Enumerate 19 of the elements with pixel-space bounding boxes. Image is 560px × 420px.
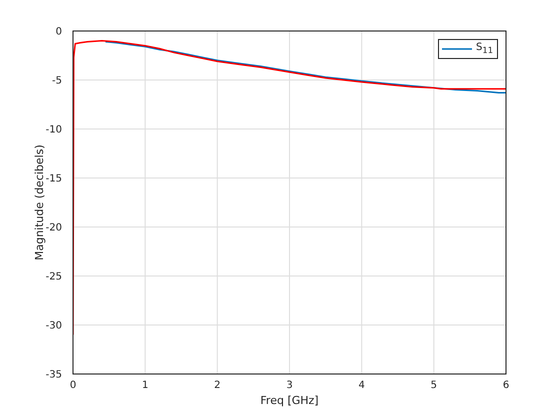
y-tick-label: 0 <box>56 26 62 38</box>
y-tick-label: -10 <box>46 124 62 136</box>
line-series <box>104 41 506 94</box>
y-tick-label: -35 <box>46 370 62 381</box>
y-tick-label: -20 <box>46 222 62 234</box>
x-tick-label: 1 <box>142 380 148 392</box>
legend-label: S$_{11}$ <box>476 41 493 57</box>
x-tick-label: 4 <box>358 380 365 392</box>
x-axis-title: Freq [GHz] <box>260 394 319 407</box>
y-tick-label: -30 <box>46 320 62 332</box>
x-tick-label: 0 <box>70 380 76 392</box>
x-tick-label: 2 <box>214 380 221 392</box>
y-axis-title: Magnitude (decibels) <box>33 144 46 260</box>
x-tick-label: 6 <box>502 380 510 392</box>
y-tick-label: -25 <box>46 272 62 283</box>
y-tick-label: -15 <box>46 174 62 185</box>
y-tick-label: -5 <box>52 76 62 87</box>
x-tick-label: 3 <box>286 380 293 392</box>
x-tick-label: 5 <box>430 380 438 392</box>
